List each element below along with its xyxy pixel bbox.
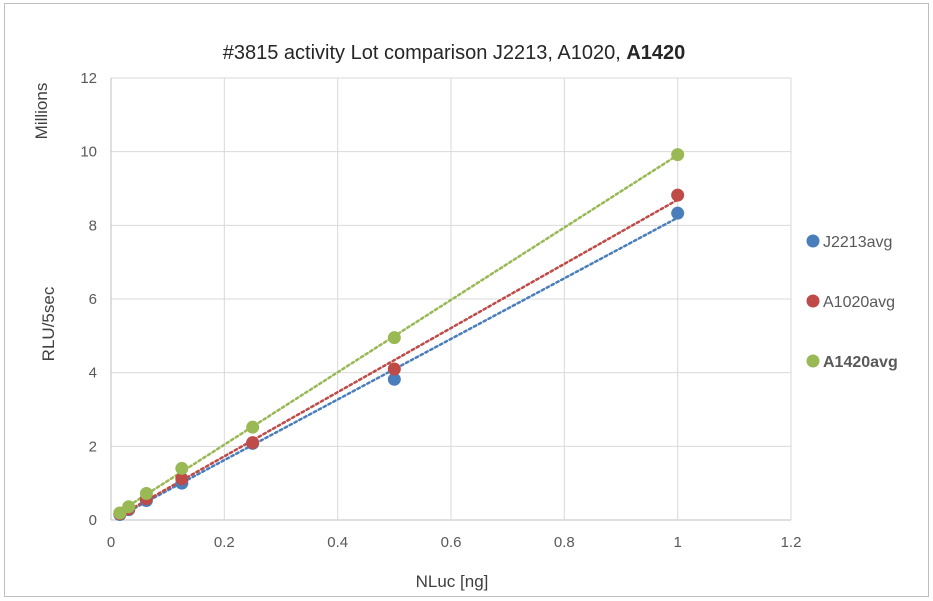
- x-axis-title: NLuc [ng]: [416, 572, 489, 591]
- point-A1420avg: [122, 500, 136, 514]
- x-tick-label: 0.8: [554, 534, 575, 551]
- point-J2213avg: [387, 372, 401, 386]
- point-A1420avg: [175, 461, 189, 475]
- y-tick-label: 4: [89, 365, 97, 382]
- legend-label-A1420avg: A1420avg: [823, 354, 898, 371]
- point-A1020avg: [246, 436, 260, 450]
- x-tick-label: 0.4: [327, 534, 348, 551]
- legend-label-A1020avg: A1020avg: [823, 294, 895, 311]
- y-axis-unit-label: Millions: [32, 83, 51, 140]
- point-A1420avg: [387, 331, 401, 345]
- chart-title-main: #3815 activity Lot comparison J2213, A10…: [223, 42, 627, 64]
- x-tick-label: 0: [107, 534, 115, 551]
- point-A1420avg: [139, 486, 153, 500]
- chart-frame: 0 2 4 6 8 10 12 0 0.2 0.4 0.6 0.8 1 1.2 #3815 activi…: [4, 3, 929, 597]
- chart-title-bold: A1420: [626, 42, 685, 64]
- data-points: [113, 148, 685, 521]
- point-A1020avg: [671, 188, 685, 202]
- trendline-A1020avg: [118, 198, 679, 517]
- x-tick-label: 1.2: [781, 534, 802, 551]
- y-tick-label: 6: [89, 291, 97, 308]
- y-tick-label: 0: [89, 512, 97, 529]
- x-tick-label: 0.2: [214, 534, 235, 551]
- x-tick-labels: 0 0.2 0.4 0.6 0.8 1 1.2: [107, 534, 802, 551]
- point-A1020avg: [387, 362, 401, 376]
- legend-marker-A1020avg: [806, 294, 820, 308]
- y-tick-labels: 0 2 4 6 8 10 12: [80, 70, 97, 529]
- legend-label-J2213avg: J2213avg: [823, 234, 892, 251]
- x-tick-label: 0.6: [441, 534, 462, 551]
- y-tick-label: 8: [89, 217, 97, 234]
- legend: J2213avg A1020avg A1420avg: [806, 234, 898, 371]
- scatter-chart: 0 2 4 6 8 10 12 0 0.2 0.4 0.6 0.8 1 1.2 #3815 activi…: [32, 42, 898, 591]
- legend-marker-J2213avg: [806, 234, 820, 248]
- point-A1420avg: [671, 148, 685, 162]
- y-tick-label: 2: [89, 438, 97, 455]
- grid: [110, 77, 792, 521]
- point-A1420avg: [246, 420, 260, 434]
- x-tick-label: 1: [673, 534, 681, 551]
- legend-marker-A1420avg: [806, 354, 820, 368]
- y-tick-label: 10: [80, 144, 97, 161]
- point-A1020avg: [175, 472, 189, 486]
- y-axis-title: RLU/5sec: [39, 286, 58, 361]
- point-J2213avg: [671, 206, 685, 220]
- y-tick-label: 12: [80, 70, 97, 87]
- chart-title: #3815 activity Lot comparison J2213, A10…: [223, 42, 686, 64]
